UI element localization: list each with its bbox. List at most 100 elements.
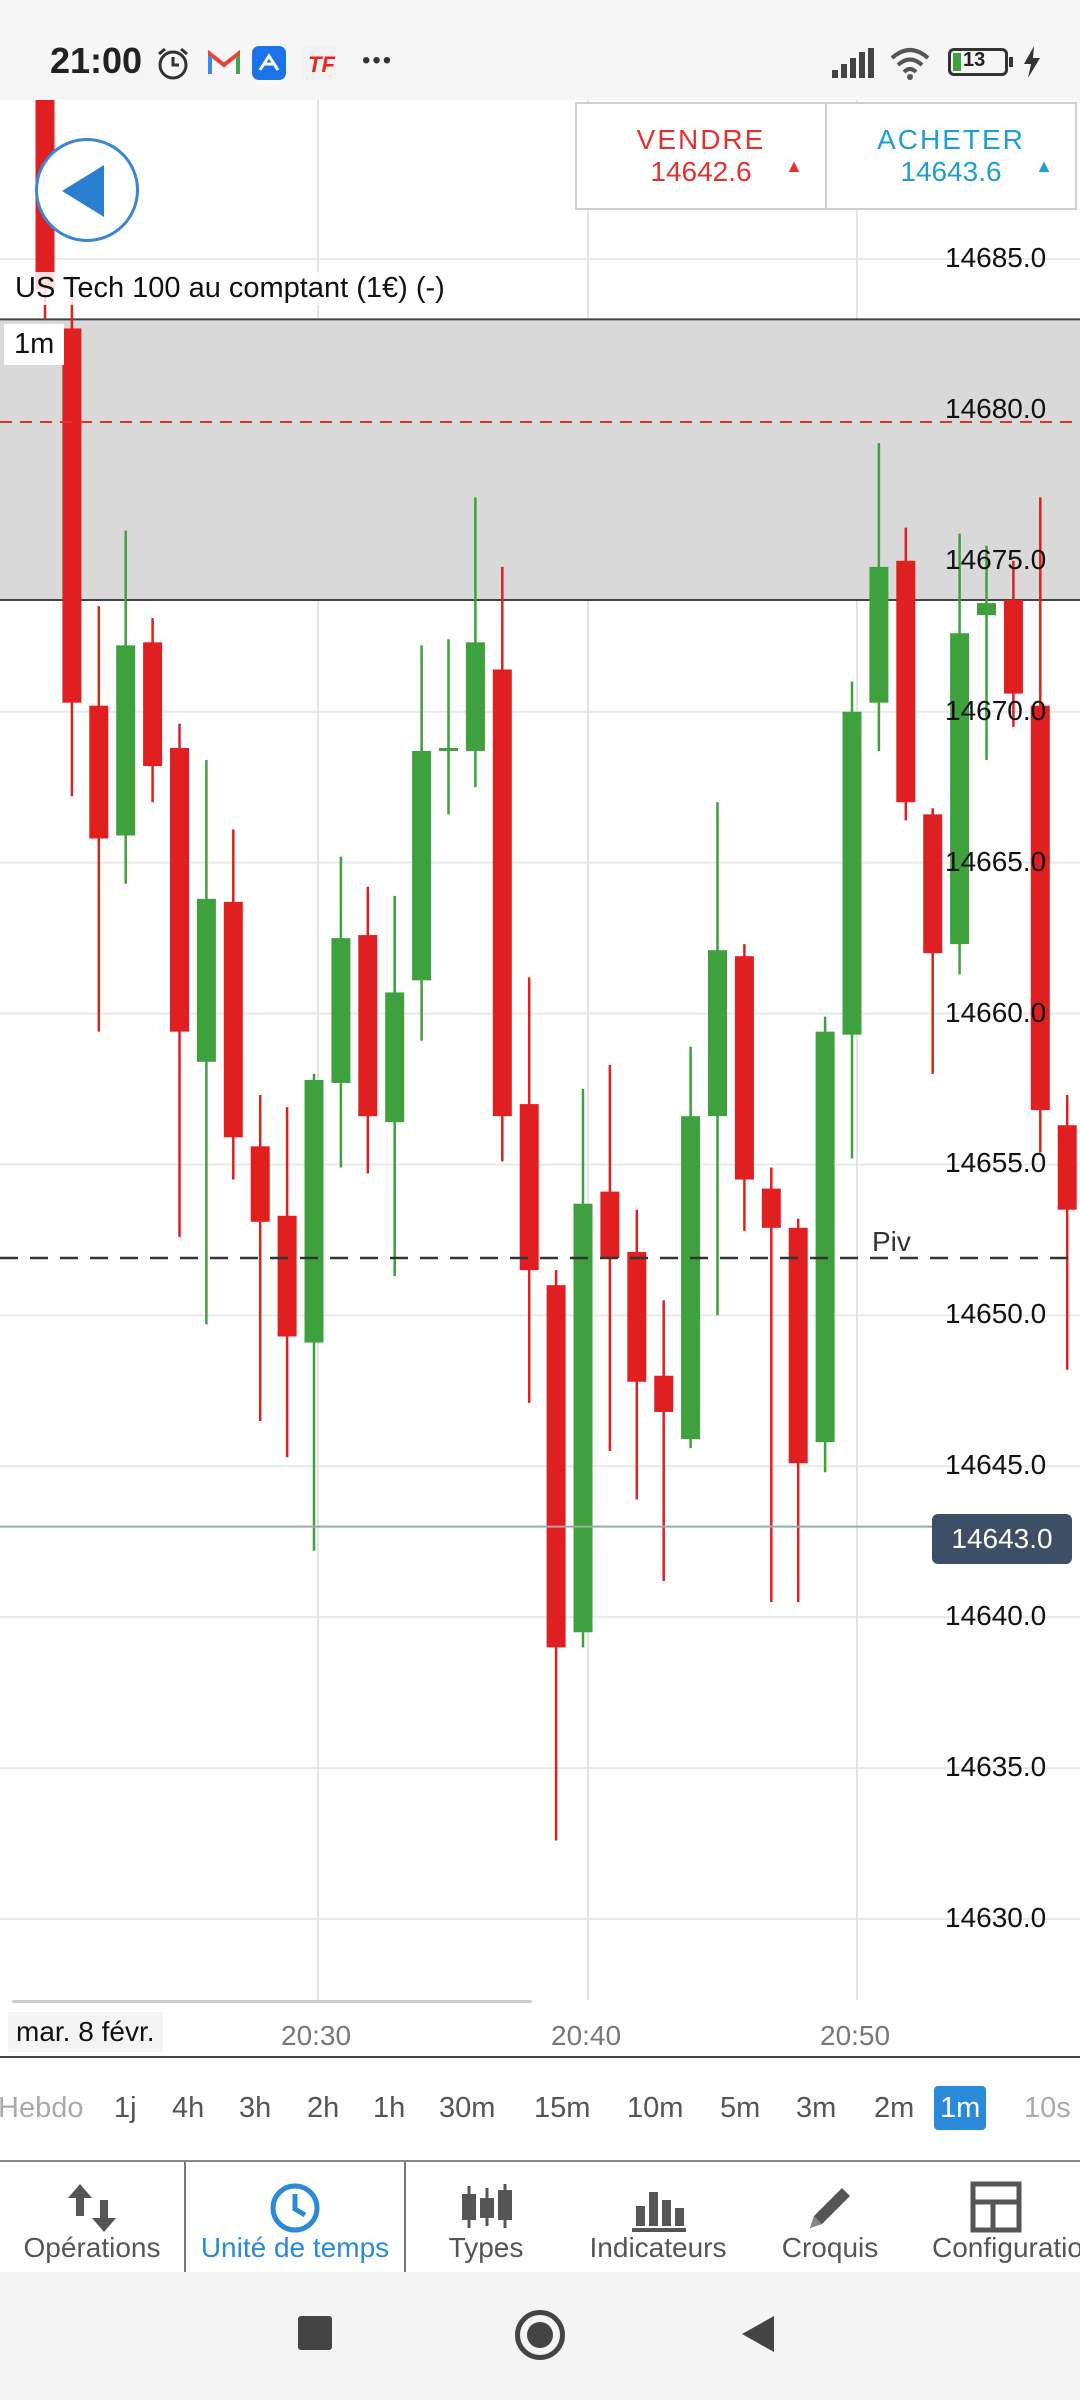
candle (627, 1209, 647, 1500)
candle-body (304, 1079, 324, 1343)
buy-button[interactable]: ACHETER 14643.6 ▲ (825, 104, 1075, 208)
timeframe-3m[interactable]: 3m (796, 2092, 837, 2124)
candle-body (950, 633, 970, 945)
candle (788, 1218, 808, 1603)
timeframe-15m[interactable]: 15m (534, 2092, 591, 2124)
charging-icon (1024, 46, 1040, 78)
back-arrow-icon (62, 165, 104, 217)
candle-body (761, 1188, 781, 1228)
timeframe-10s[interactable]: 10s (1024, 2092, 1071, 2124)
candle-body (412, 750, 432, 981)
timeframe-hebdo[interactable]: Hebdo (0, 2092, 84, 2124)
back-button[interactable] (35, 138, 139, 242)
candle-body (923, 814, 943, 954)
quote-panel: VENDRE 14642.6 ▲ ACHETER 14643.6 ▲ (575, 102, 1077, 210)
wifi-icon (890, 48, 930, 80)
candle-body (546, 1285, 566, 1648)
candle-body (492, 669, 512, 1117)
nav-active-indicator (184, 2162, 406, 2272)
y-tick-label: 14650.0 (945, 1298, 1047, 1330)
timeframe-2h[interactable]: 2h (307, 2092, 340, 2124)
candle (950, 533, 970, 975)
candle (492, 566, 512, 1162)
timeframe-selector: Hebdo 1j 4h 3h 2h 1h 30m 15m 10m 5m 3m 2m 1m 10s (0, 2080, 1080, 2140)
candle (1057, 1095, 1077, 1370)
candle (1003, 560, 1023, 727)
candle-body (1003, 600, 1023, 694)
pencil-icon (810, 2188, 850, 2228)
candle (143, 618, 163, 803)
candle (465, 497, 485, 788)
candle (734, 944, 754, 1231)
candle-body (842, 711, 862, 1035)
candle (412, 645, 432, 1041)
y-tick-label: 14675.0 (945, 543, 1047, 575)
price-chart[interactable] (0, 100, 1080, 2000)
candle (708, 802, 727, 1316)
instrument-title: US Tech 100 au comptant (1€) (-) (15, 272, 445, 305)
nav-sketch[interactable]: Croquis (750, 2162, 910, 2272)
y-tick-label: 14645.0 (945, 1449, 1047, 1481)
x-tick-label: 20:30 (281, 2020, 352, 2051)
resistance-band (0, 319, 1080, 601)
timeframe-2m[interactable]: 2m (874, 2092, 915, 2124)
buy-label: ACHETER (877, 124, 1025, 155)
recents-square-icon[interactable] (298, 2316, 332, 2350)
signal-icon (832, 48, 874, 78)
candle (223, 829, 243, 1180)
candle (815, 1016, 835, 1473)
timeframe-1h[interactable]: 1h (373, 2092, 406, 2124)
candle (89, 606, 109, 1032)
nav-types[interactable]: Types (406, 2162, 566, 2272)
nav-configuration[interactable]: Configuratio (910, 2162, 1080, 2272)
candle-body (627, 1251, 647, 1382)
sell-up-arrow-icon: ▲ (785, 156, 803, 176)
candle-body (62, 328, 82, 703)
chart-scrollbar[interactable] (12, 2000, 532, 2003)
battery-level: 13 (963, 49, 986, 71)
candle (761, 1167, 781, 1603)
nav-timeframe[interactable]: Unité de temps (184, 2162, 406, 2272)
nav-label: Types (448, 2232, 524, 2263)
candle-body (358, 935, 378, 1117)
timeframe-10m[interactable]: 10m (627, 2092, 684, 2124)
sell-price: 14642.6 (650, 156, 752, 187)
back-triangle-icon[interactable] (742, 2316, 774, 2352)
timeframe-1m[interactable]: 1m (934, 2086, 987, 2130)
timeframe-5m[interactable]: 5m (720, 2092, 761, 2124)
candle (681, 1046, 701, 1449)
nav-label: Configuratio (932, 2232, 1080, 2263)
nav-label: Croquis (781, 2232, 879, 2263)
x-axis-line (0, 2056, 1080, 2058)
nav-indicators[interactable]: Indicateurs (566, 2162, 750, 2272)
candle (896, 527, 916, 821)
tf1-icon: TF (302, 46, 336, 80)
candle-body (681, 1116, 701, 1440)
y-tick-label: 14635.0 (945, 1751, 1047, 1783)
candle-body (573, 1203, 593, 1633)
candle-body (708, 950, 727, 1117)
timeframe-3h[interactable]: 3h (239, 2092, 272, 2124)
y-tick-label: 14670.0 (945, 694, 1047, 726)
candle (869, 443, 889, 751)
candle-body (116, 645, 136, 836)
candle-body (331, 938, 351, 1083)
candle-body (439, 747, 458, 751)
battery-icon: 13 (948, 48, 1013, 76)
candle-body (196, 898, 216, 1062)
clock-icon (270, 2183, 320, 2233)
candle (304, 1073, 324, 1551)
x-tick-label: 20:50 (820, 2020, 891, 2051)
candle-body (896, 560, 916, 803)
layout-icon (970, 2181, 1022, 2233)
y-tick-label: 14640.0 (945, 1600, 1047, 1632)
candle-body (223, 901, 243, 1138)
timeframe-30m[interactable]: 30m (439, 2092, 496, 2124)
nav-operations[interactable]: Opérations (0, 2162, 184, 2272)
candle-body (1030, 705, 1050, 1111)
home-circle-icon[interactable] (515, 2310, 565, 2360)
y-tick-label: 14685.0 (945, 242, 1047, 273)
sell-button[interactable]: VENDRE 14642.6 ▲ (577, 104, 825, 208)
timeframe-1j[interactable]: 1j (114, 2092, 137, 2124)
timeframe-4h[interactable]: 4h (172, 2092, 205, 2124)
